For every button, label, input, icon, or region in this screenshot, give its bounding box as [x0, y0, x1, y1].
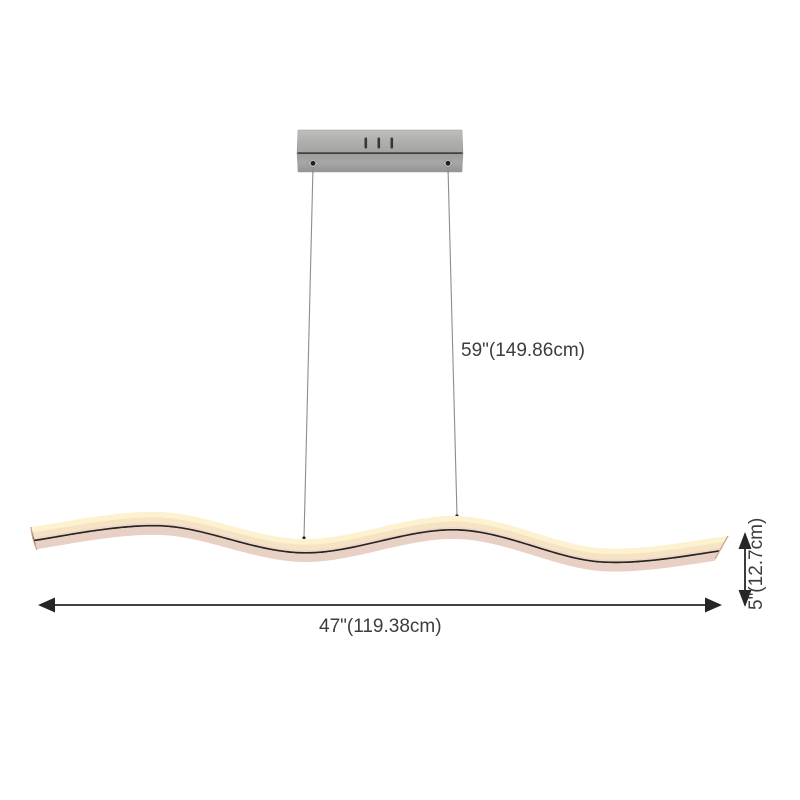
svg-text:59"(149.86cm): 59"(149.86cm) — [461, 340, 585, 361]
svg-text:5"(12.7cm): 5"(12.7cm) — [746, 518, 767, 610]
svg-text:47"(119.38cm): 47"(119.38cm) — [319, 616, 442, 637]
